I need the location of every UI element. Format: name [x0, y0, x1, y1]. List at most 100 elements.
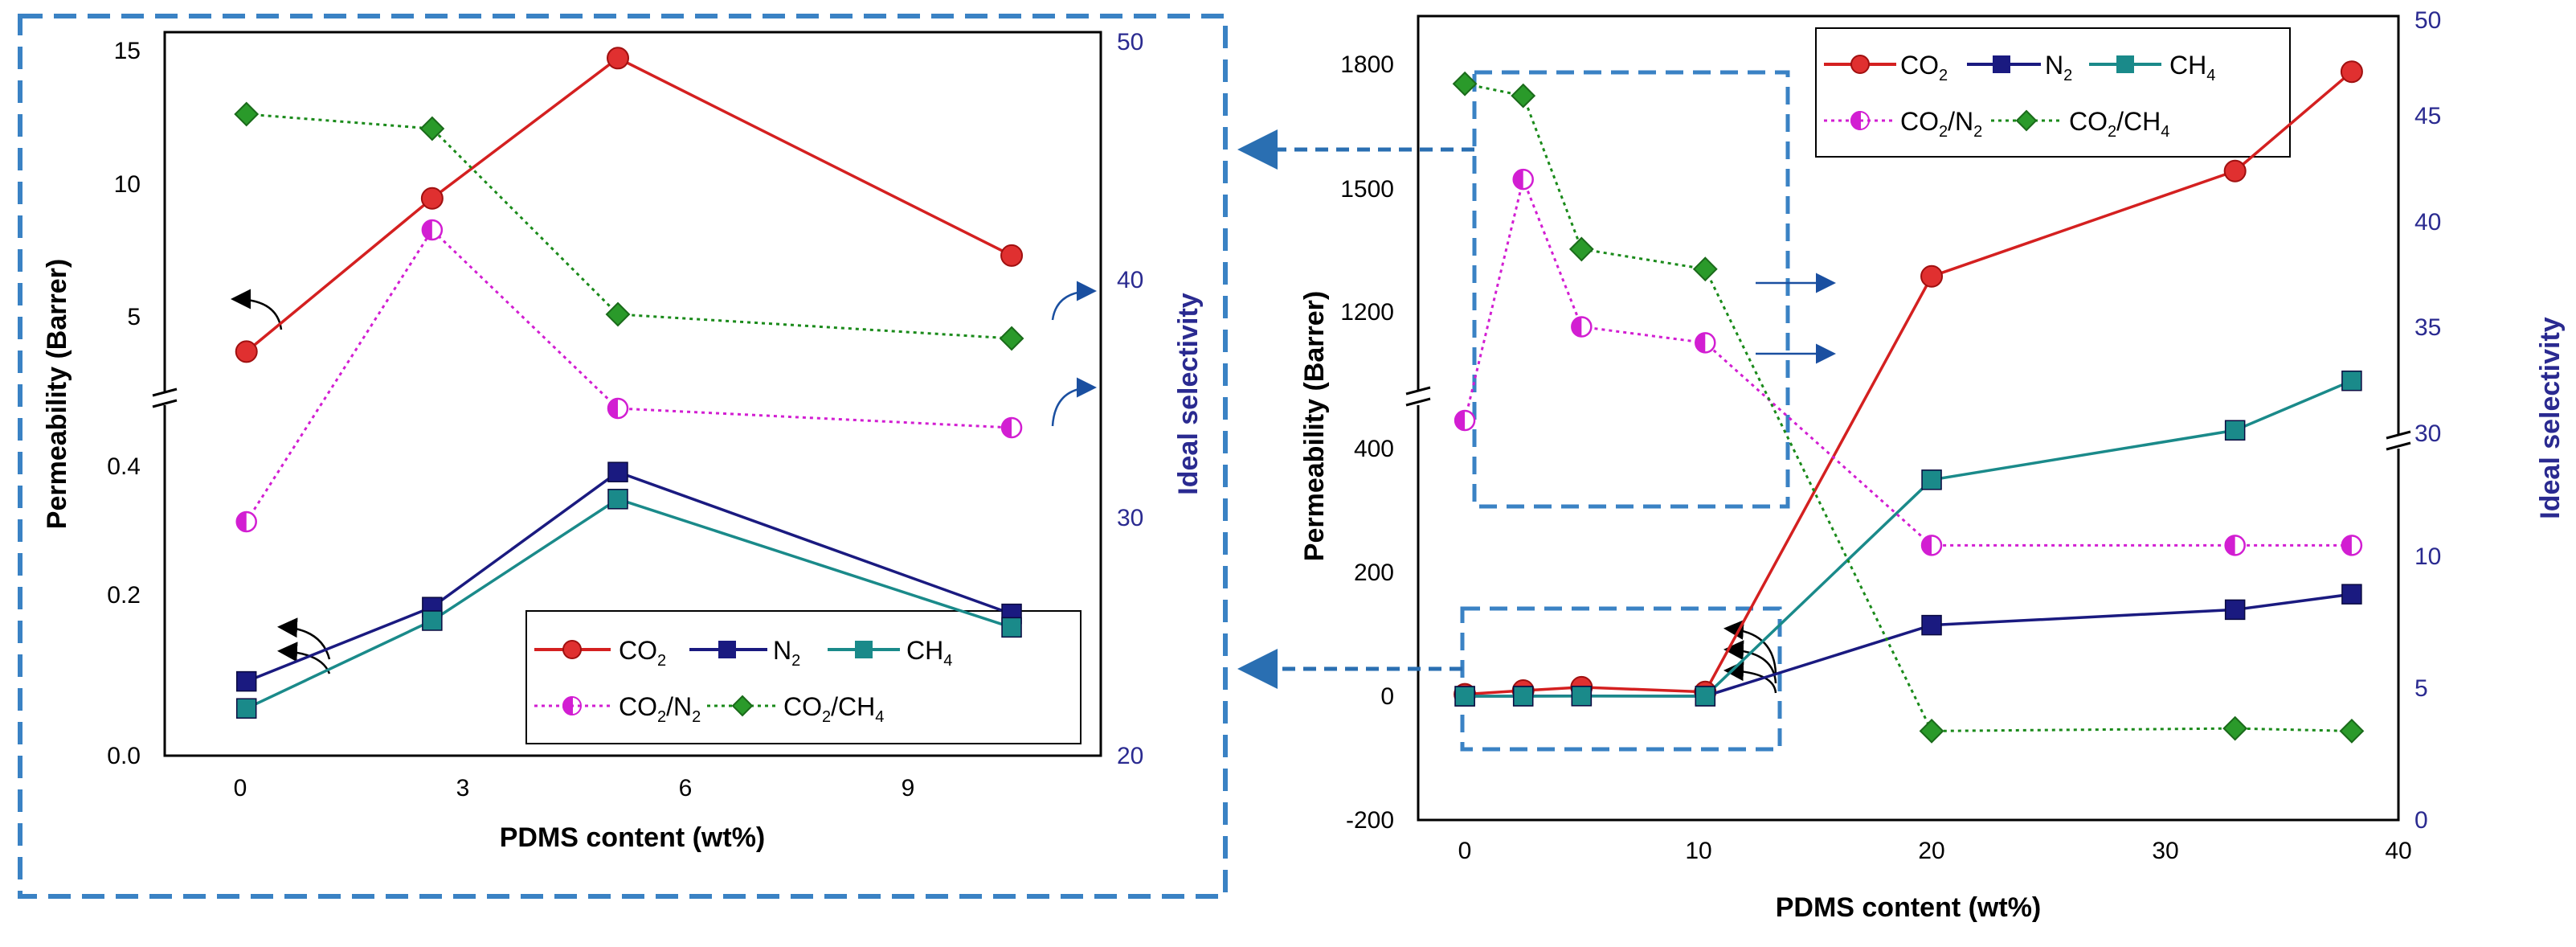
right-y-axis-title: Permeability (Barrer) [1299, 291, 1330, 561]
right-xtick-30: 30 [2152, 838, 2178, 864]
left-series-line-co2-n2 [245, 228, 1012, 523]
right-legend-co2ch4-marker [2015, 109, 2038, 132]
right-point-ch4-0 [1454, 686, 1475, 707]
right-data-marks [1452, 60, 2365, 744]
right-legend-n2-label: N2 [2045, 51, 2072, 84]
left-arrow-co2n2-to-right-axis [1051, 377, 1097, 427]
right-y2-axis-title: Ideal selectivity [2535, 317, 2566, 519]
right-main-chart: -200 0 200 400 1200 1500 1800 0 5 10 30 … [1237, 7, 2566, 923]
left-legend-ch4-label: CH4 [906, 636, 952, 670]
left-legend-co2n2-label: CO2/N2 [619, 692, 701, 726]
right-point-co2-n2-5 [2224, 535, 2246, 556]
right-ytick--200: -200 [1346, 807, 1394, 834]
right-point-co2-ch4-2 [1568, 236, 1594, 262]
right-series-line-co2-ch4 [1464, 82, 2352, 732]
left-ytick-0.4: 0.4 [107, 453, 141, 480]
right-point-co2-n2-1 [1512, 168, 1534, 191]
left-arrow-co2-to-left-axis [231, 289, 283, 330]
right-xtick-10: 10 [1685, 838, 1711, 864]
left-point-co2-n2-0 [235, 510, 257, 533]
left-point-co2-ch4-3 [999, 326, 1024, 351]
right-point-ch4-3 [1695, 686, 1716, 707]
left-y2tick-50: 50 [1117, 29, 1143, 55]
left-xtick-6: 6 [679, 775, 693, 801]
left-ytick-5: 5 [127, 304, 141, 330]
right-series-line-n2 [1465, 592, 2353, 698]
right-xtick-20: 20 [1918, 838, 1944, 864]
left-xtick-3: 3 [456, 775, 470, 801]
left-inset-chart: 0.0 0.2 0.4 5 10 15 20 30 40 50 0 3 6 9 … [18, 14, 1228, 899]
right-point-co2-n2-3 [1695, 332, 1716, 354]
left-point-co2-n2-1 [421, 219, 444, 241]
left-series-line-ch4 [245, 497, 1012, 710]
left-xtick-0: 0 [234, 775, 247, 801]
right-point-co2-n2-6 [2341, 535, 2363, 556]
left-point-co2-2 [607, 47, 630, 70]
left-ytick-0.2: 0.2 [107, 582, 141, 609]
right-point-ch4-5 [2224, 420, 2246, 441]
left-point-co2-3 [1000, 244, 1024, 267]
right-series-line-co2-n2 [1463, 175, 2352, 547]
right-point-ch4-6 [2341, 370, 2362, 392]
right-ytick-1800: 1800 [1340, 51, 1394, 78]
left-legend-co2ch4-label: CO2/CH4 [783, 692, 884, 726]
right-point-ch4-2 [1571, 686, 1593, 707]
right-point-n2-4 [1921, 614, 1942, 636]
right-point-ch4-1 [1512, 686, 1534, 707]
right-zoom-box-top [1472, 70, 1790, 509]
right-ytick-400: 400 [1354, 436, 1394, 462]
left-legend: CO2 N2 CH4 CO2/N2 CO2/CH4 [525, 610, 1082, 744]
left-arrow-n2-to-left-axis [277, 617, 331, 660]
left-legend-n2-label: N2 [773, 636, 800, 670]
left-xtick-9: 9 [902, 775, 915, 801]
left-point-co2-ch4-2 [605, 301, 631, 327]
left-y2-axis-title: Ideal selectivity [1173, 293, 1204, 494]
left-point-n2-2 [607, 461, 628, 482]
right-point-ch4-4 [1921, 469, 1942, 490]
right-ytick-1200: 1200 [1340, 299, 1394, 326]
right-plot-frame [1417, 14, 2400, 822]
left-legend-co2ch4-marker [731, 695, 754, 717]
left-point-ch4-3 [1001, 617, 1022, 638]
right-point-co2-n2-0 [1454, 409, 1476, 432]
right-arrow-n2-to-left-axis [1723, 640, 1777, 684]
left-ytick-15: 15 [114, 38, 141, 64]
right-x-axis-title: PDMS content (wt%) [1776, 892, 2042, 923]
right-y2tick-35: 35 [2414, 314, 2441, 341]
left-axis-break [152, 387, 178, 408]
right-legend-co2ch4-label: CO2/CH4 [2069, 107, 2169, 141]
left-point-co2-n2-2 [607, 397, 629, 420]
right-point-co2-6 [2340, 60, 2363, 84]
left-series-line-n2 [246, 470, 1012, 683]
right-point-co2-ch4-1 [1511, 83, 1536, 109]
right-point-n2-5 [2224, 599, 2246, 621]
left-series-line-co2 [245, 56, 1012, 353]
left-series-line-co2-ch4 [246, 113, 1012, 340]
left-legend-n2-marker [718, 641, 736, 658]
right-legend-n2-marker [1993, 55, 2010, 73]
left-y-axis-title: Permeability (Barrer) [42, 259, 72, 529]
left-point-co2-1 [420, 187, 444, 210]
left-legend-co2-marker [562, 640, 582, 659]
left-legend-ch4-marker [855, 641, 873, 658]
right-y2tick-45: 45 [2414, 103, 2441, 129]
left-x-axis-title: PDMS content (wt%) [500, 822, 766, 853]
left-ytick-0.0: 0.0 [107, 743, 141, 769]
right-y2tick-30: 30 [2414, 420, 2441, 447]
left-legend-co2-label: CO2 [619, 636, 666, 670]
right-legend-co2-label: CO2 [1900, 51, 1948, 84]
right-y2tick-50: 50 [2414, 7, 2441, 34]
right-ytick-200: 200 [1354, 560, 1394, 586]
right-point-co2-4 [1920, 264, 1944, 288]
left-arrow-co2ch4-to-right-axis [1051, 281, 1097, 321]
left-point-ch4-2 [607, 489, 628, 510]
left-point-co2-0 [235, 340, 258, 363]
right-ytick-1500: 1500 [1340, 176, 1394, 203]
right-legend-co2-marker [1850, 55, 1870, 74]
left-point-n2-0 [235, 670, 257, 692]
left-y2tick-20: 20 [1117, 743, 1143, 769]
right-y2tick-40: 40 [2414, 209, 2441, 236]
right-axis-break [1405, 386, 2411, 451]
right-point-co2-n2-4 [1920, 535, 1943, 556]
